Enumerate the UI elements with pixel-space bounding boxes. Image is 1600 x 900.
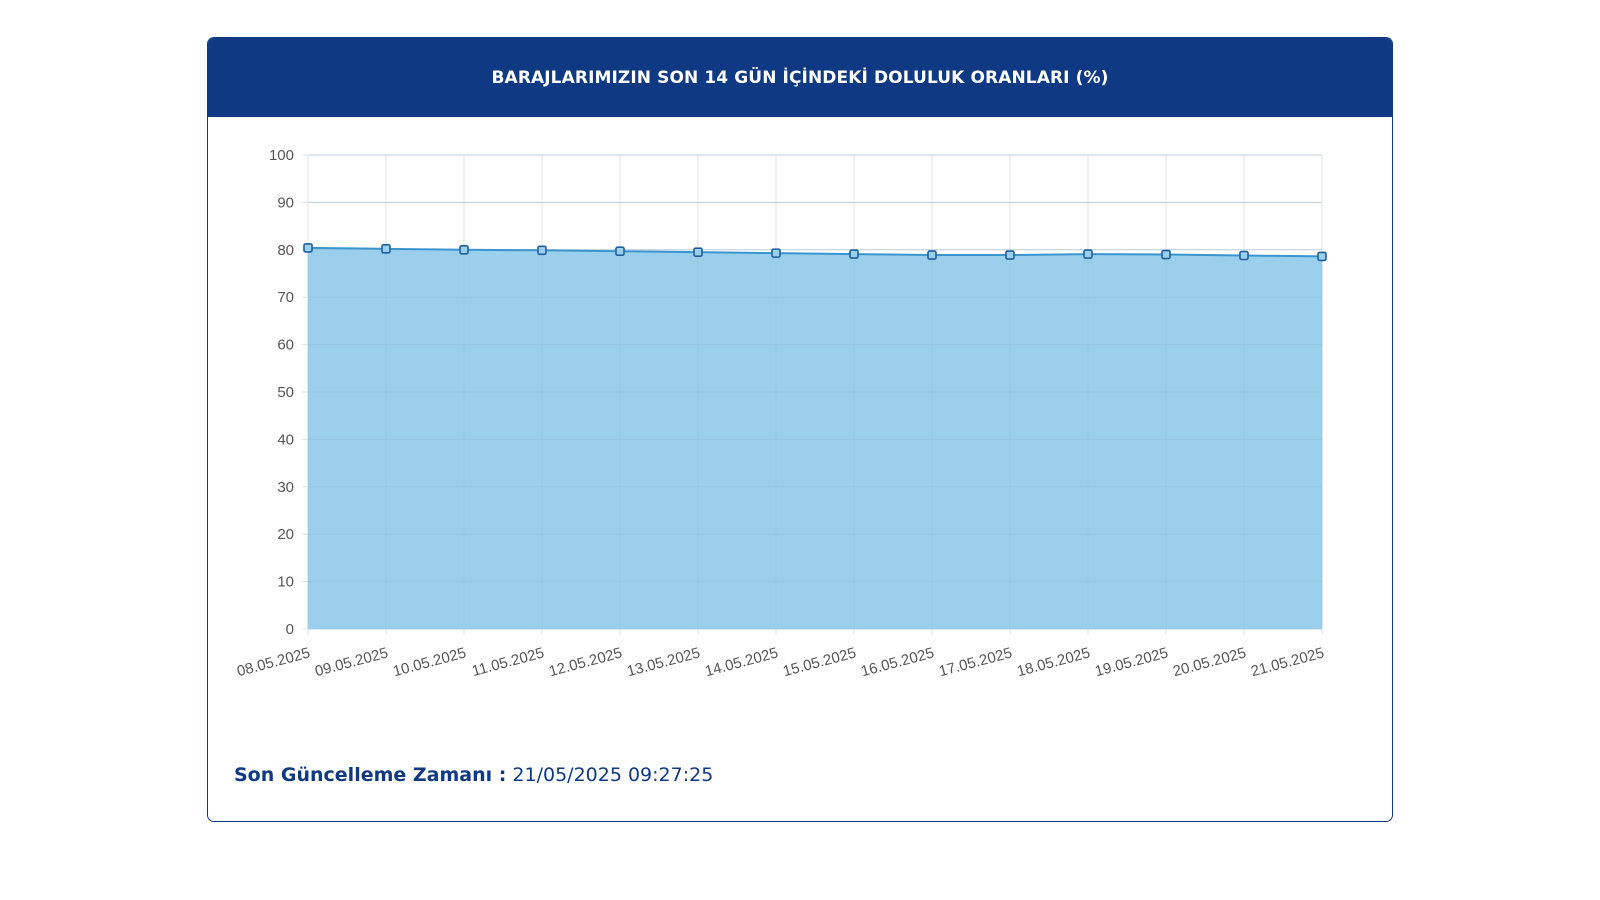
y-tick-label: 30 [277,479,294,496]
last-update: Son Güncelleme Zamanı : 21/05/2025 09:27… [234,764,713,786]
x-tick-label: 15.05.2025 [781,644,858,680]
marker-layer [303,243,1327,262]
last-update-value: 21/05/2025 09:27:25 [512,764,714,786]
data-point [927,250,937,260]
series-area [308,247,1322,630]
area-layer [307,154,1323,630]
chart-card: BARAJLARIMIZIN SON 14 GÜN İÇİNDEKİ DOLUL… [207,37,1393,822]
data-point [1239,250,1249,261]
x-tick-label: 16.05.2025 [859,644,936,680]
data-point [381,244,391,254]
chart-area: 0 10 20 30 40 50 60 70 80 90 100 08.05.2025 09.05.2… [208,117,1392,757]
x-tick-label: 11.05.2025 [470,644,546,680]
data-point [1083,249,1093,259]
y-tick-label: 50 [277,384,294,401]
data-point [537,245,547,256]
y-tick-label: 100 [269,147,294,164]
x-tick-label: 08.05.2025 [235,644,312,680]
x-tick-label: 13.05.2025 [625,644,702,680]
data-point [771,248,781,258]
y-tick-label: 80 [277,242,294,259]
data-point [1317,251,1327,262]
x-axis-ticks: 08.05.2025 09.05.2025 10.05.2025 11.05.2025… [235,644,1326,680]
chart-header: BARAJLARIMIZIN SON 14 GÜN İÇİNDEKİ DOLUL… [208,38,1392,117]
x-tick-label: 20.05.2025 [1171,644,1248,680]
y-tick-label: 10 [277,574,294,591]
data-point [693,247,703,257]
data-point [303,243,313,253]
y-tick-label: 40 [277,431,294,448]
x-tick-label: 12.05.2025 [547,644,624,680]
x-tick-label: 19.05.2025 [1093,644,1170,680]
series-line [307,246,1323,258]
y-tick-label: 20 [277,526,294,543]
x-tick-label: 09.05.2025 [313,644,390,680]
y-tick-label: 60 [277,337,294,354]
fill-rate-chart: 0 10 20 30 40 50 60 70 80 90 100 08.05.2025 09.05.2… [235,147,1327,680]
data-point [615,246,625,257]
x-tick-label: 18.05.2025 [1015,644,1092,680]
y-tick-label: 70 [277,289,294,306]
y-axis-ticks: 0 10 20 30 40 50 60 70 80 90 100 [269,147,294,638]
line-layer [307,246,1323,258]
y-tick-label: 0 [286,621,294,638]
x-tick-label: 10.05.2025 [391,644,468,680]
x-tick-label: 17.05.2025 [937,644,1014,680]
data-point [459,245,469,255]
chart-title: BARAJLARIMIZIN SON 14 GÜN İÇİNDEKİ DOLUL… [491,67,1109,88]
x-tick-label: 14.05.2025 [703,644,780,680]
last-update-label: Son Güncelleme Zamanı : [234,764,507,786]
data-point [849,249,859,259]
data-point [1161,249,1171,260]
data-point [1005,250,1015,260]
y-tick-label: 90 [277,194,294,211]
x-tick-label: 21.05.2025 [1249,644,1326,680]
